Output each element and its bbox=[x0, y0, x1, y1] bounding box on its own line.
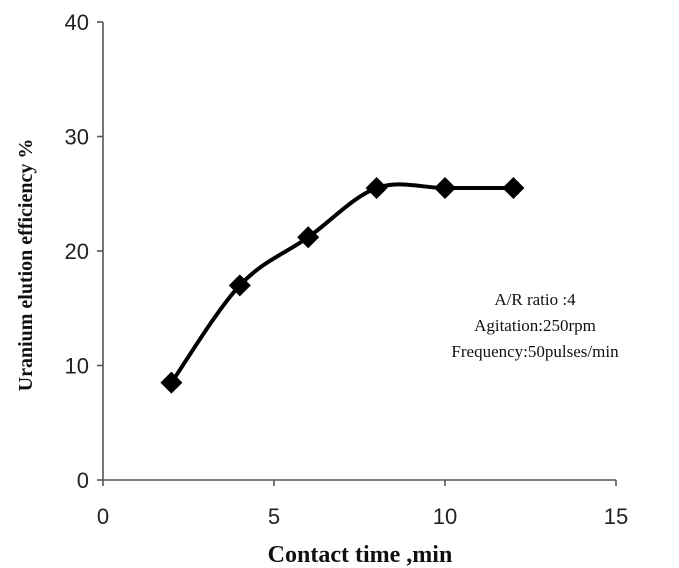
axes: 0 10 20 30 40 0 5 10 15 bbox=[65, 10, 629, 529]
data-point-diamond bbox=[160, 371, 183, 394]
y-tick-label: 30 bbox=[65, 125, 89, 150]
y-axis-title: Uranium elution efficiency % bbox=[15, 139, 37, 392]
markers bbox=[160, 177, 525, 394]
x-ticks: 0 5 10 15 bbox=[97, 480, 628, 529]
y-ticks: 0 10 20 30 40 bbox=[65, 10, 103, 493]
data-point-diamond bbox=[297, 226, 320, 249]
y-tick-label: 0 bbox=[77, 468, 89, 493]
data-point-diamond bbox=[365, 177, 388, 200]
y-tick-label: 20 bbox=[65, 239, 89, 264]
data-point-diamond bbox=[434, 177, 456, 200]
annotation-frequency: Frequency:50pulses/min bbox=[451, 342, 619, 361]
data-point-diamond bbox=[502, 177, 525, 200]
annotations: A/R ratio :4 Agitation:250rpm Frequency:… bbox=[451, 290, 619, 361]
x-tick-label: 5 bbox=[268, 504, 280, 529]
x-axis-title: Contact time ,min bbox=[268, 542, 453, 568]
annotation-agitation: Agitation:250rpm bbox=[474, 316, 596, 335]
x-tick-label: 15 bbox=[604, 504, 628, 529]
x-tick-label: 10 bbox=[433, 504, 457, 529]
data-point-diamond bbox=[228, 274, 251, 297]
y-tick-label: 40 bbox=[65, 10, 89, 35]
annotation-ar-ratio: A/R ratio :4 bbox=[494, 290, 576, 309]
y-tick-label: 10 bbox=[65, 354, 89, 379]
x-tick-label: 0 bbox=[97, 504, 109, 529]
